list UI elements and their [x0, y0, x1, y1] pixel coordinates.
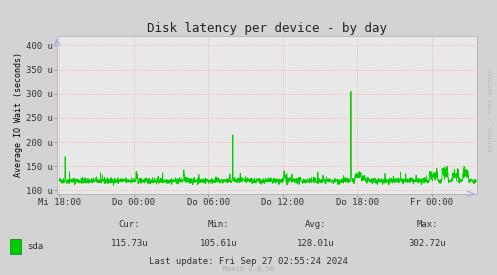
Title: Disk latency per device - by day: Disk latency per device - by day: [147, 21, 387, 35]
Text: Min:: Min:: [208, 220, 230, 229]
Text: RRDTOOL / TOBI OETIKER: RRDTOOL / TOBI OETIKER: [489, 69, 494, 151]
Text: sda: sda: [27, 242, 43, 251]
Text: Max:: Max:: [416, 220, 438, 229]
Text: 128.01u: 128.01u: [297, 239, 334, 248]
Text: 105.61u: 105.61u: [200, 239, 238, 248]
Y-axis label: Average IO Wait (seconds): Average IO Wait (seconds): [14, 52, 23, 177]
Text: Munin 2.0.56: Munin 2.0.56: [223, 266, 274, 272]
Text: 302.72u: 302.72u: [409, 239, 446, 248]
Text: Avg:: Avg:: [305, 220, 327, 229]
Text: Cur:: Cur:: [118, 220, 140, 229]
Text: 115.73u: 115.73u: [110, 239, 148, 248]
Text: Last update: Fri Sep 27 02:55:24 2024: Last update: Fri Sep 27 02:55:24 2024: [149, 257, 348, 266]
